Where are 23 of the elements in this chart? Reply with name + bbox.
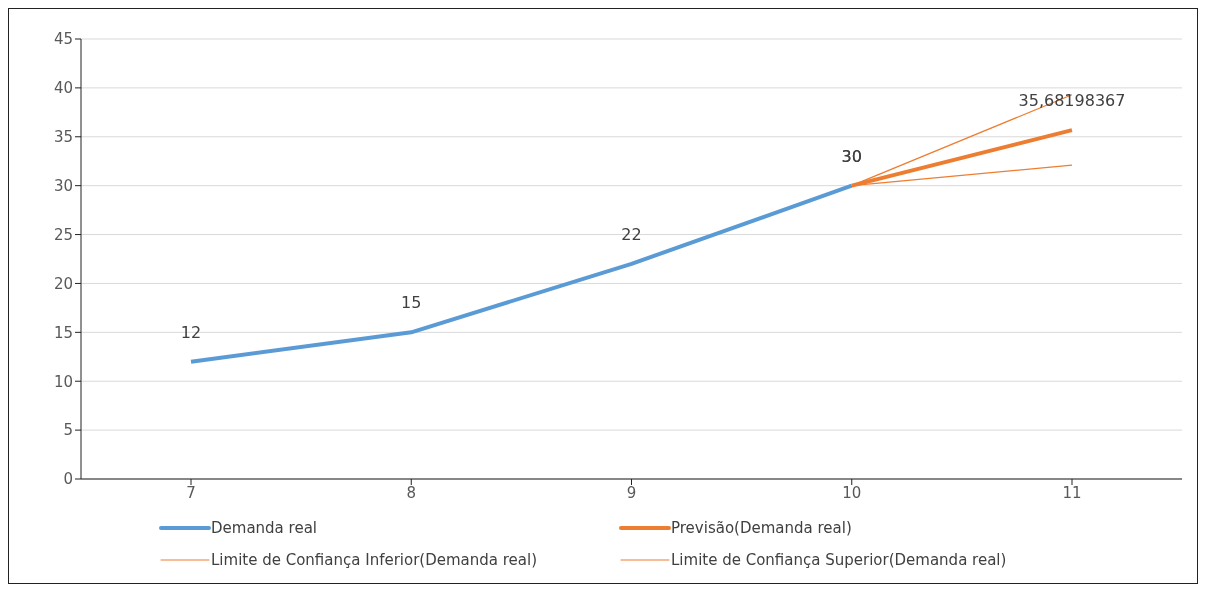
y-tick-label: 0 xyxy=(63,470,73,489)
y-tick-label: 25 xyxy=(53,225,73,244)
x-tick-label: 9 xyxy=(626,483,637,502)
y-tick-label: 5 xyxy=(63,421,73,440)
y-tick-label: 35 xyxy=(53,128,73,147)
y-tick-label: 15 xyxy=(53,323,73,342)
x-tick-label: 11 xyxy=(1062,483,1082,502)
y-tick-label: 40 xyxy=(53,79,73,98)
legend-label: Previsão(Demanda real) xyxy=(671,519,852,537)
y-tick-label: 30 xyxy=(53,176,73,195)
y-tick-label: 20 xyxy=(53,274,73,293)
x-tick-label: 10 xyxy=(842,483,862,502)
y-tick-label: 45 xyxy=(53,30,73,49)
x-tick-label: 8 xyxy=(406,483,417,502)
data-label: 22 xyxy=(621,224,642,244)
y-tick-label: 10 xyxy=(53,372,73,391)
data-label: 30 xyxy=(841,146,862,166)
legend-label: Limite de Confiança Inferior(Demanda real) xyxy=(211,551,538,569)
data-label: 15 xyxy=(401,293,422,313)
data-label: 12 xyxy=(180,322,202,342)
legend-label: Demanda real xyxy=(211,519,317,537)
legend-label: Limite de Confiança Superior(Demanda real) xyxy=(671,551,1007,569)
x-tick-label: 7 xyxy=(186,483,196,502)
